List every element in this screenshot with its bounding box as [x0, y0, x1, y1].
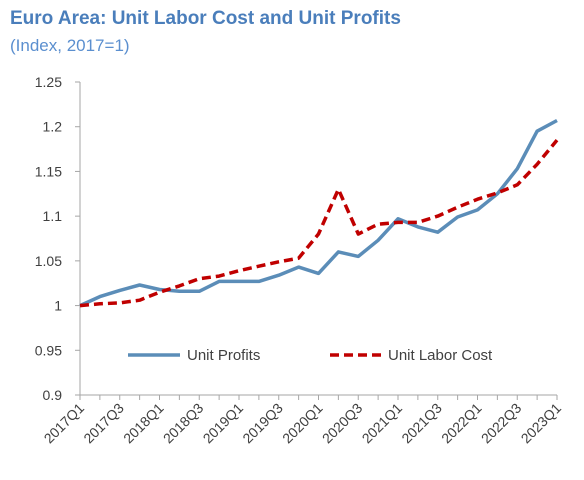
x-tick-label: 2019Q1 [200, 400, 247, 447]
x-tick-label: 2018Q1 [120, 400, 167, 447]
x-tick-label: 2017Q1 [41, 400, 88, 447]
y-axis-tick-labels: 0.9 0.95 1 1.05 1.1 1.15 1.2 1.25 [35, 74, 62, 403]
legend-label: Unit Labor Cost [388, 347, 493, 364]
y-tick-label: 1.2 [43, 119, 63, 135]
x-tick-label: 2023Q1 [518, 400, 565, 447]
chart-subtitle: (Index, 2017=1) [10, 36, 130, 55]
x-tick-label: 2018Q3 [160, 400, 207, 447]
series-line-unit-profits [79, 118, 558, 308]
legend-label: Unit Profits [187, 347, 260, 364]
y-tick-label: 0.95 [35, 342, 62, 358]
x-tick-label: 2019Q3 [239, 400, 286, 447]
x-tick-label: 2022Q3 [478, 400, 525, 447]
x-tick-label: 2021Q3 [398, 400, 445, 447]
series-line-unit-labor-cost [79, 138, 559, 308]
chart-title: Euro Area: Unit Labor Cost and Unit Prof… [10, 8, 401, 29]
y-tick-label: 0.9 [43, 387, 63, 403]
legend: Unit Profits Unit Labor Cost [128, 347, 493, 364]
y-tick-label: 1.15 [35, 163, 62, 179]
x-tick-label: 2017Q3 [80, 400, 127, 447]
x-axis-tick-labels: 2017Q12017Q32018Q12018Q32019Q12019Q32020… [41, 400, 565, 447]
chart-axes [75, 81, 558, 400]
x-tick-label: 2020Q1 [279, 400, 326, 447]
series-lines [79, 118, 559, 308]
x-tick-label: 2022Q1 [438, 400, 485, 447]
x-tick-label: 2020Q3 [319, 400, 366, 447]
x-tick-label: 2021Q1 [359, 400, 406, 447]
y-tick-label: 1.1 [43, 208, 63, 224]
y-tick-label: 1.25 [35, 74, 62, 90]
y-tick-label: 1.05 [35, 253, 62, 269]
y-tick-label: 1 [54, 298, 62, 314]
